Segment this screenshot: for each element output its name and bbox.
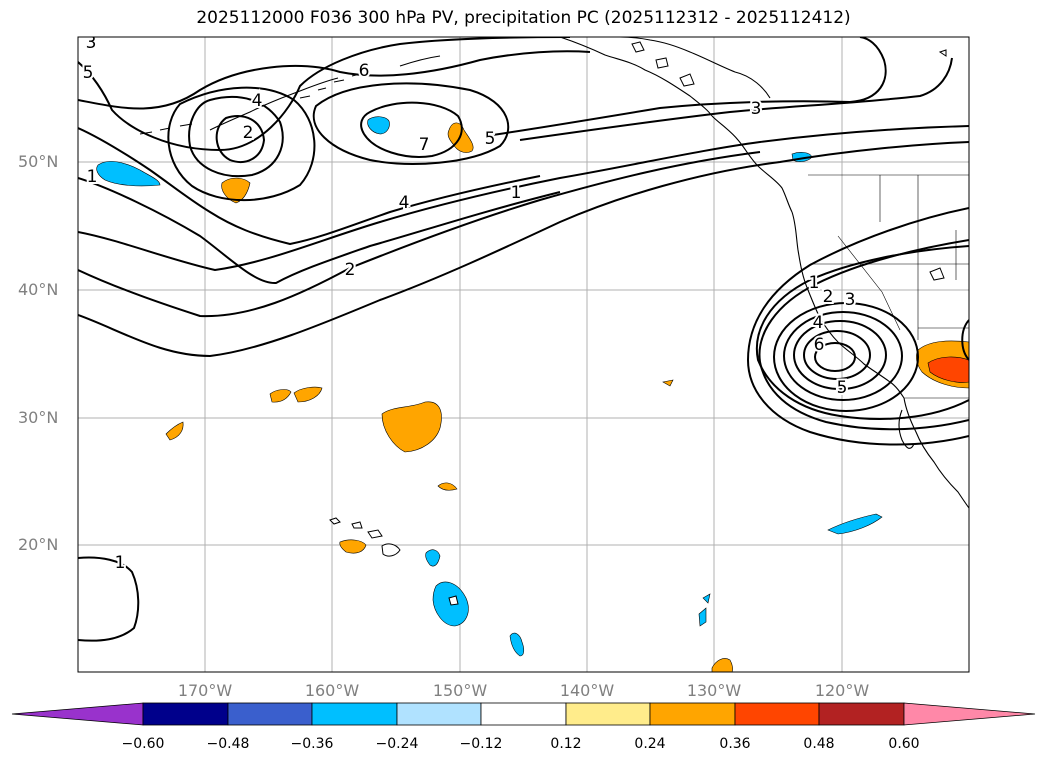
colorbar-segment [311, 702, 398, 726]
lon-tick-label: 130°W [686, 681, 742, 700]
precip-positive-area [96, 161, 161, 187]
pv-contour-9 [167, 86, 316, 202]
precip-areas [96, 116, 969, 672]
colorbar-segment [565, 702, 651, 726]
contour-label: 4 [813, 313, 824, 333]
pv-contour-15 [78, 556, 140, 642]
contour-label: 3 [845, 290, 856, 310]
contour-label: 1 [809, 273, 820, 293]
colorbar-segment [11, 702, 144, 726]
precip-negative-area [269, 389, 292, 403]
pv-contour-6 [78, 37, 571, 152]
precip-negative-area [221, 177, 251, 204]
contour-label: 1 [511, 183, 522, 203]
pv-contour-3 [78, 151, 761, 318]
precip-positive-area [698, 607, 707, 627]
pv-low-contours [746, 207, 969, 446]
contour-label: 5 [83, 63, 94, 83]
precip-negative-area [339, 539, 367, 554]
pv-contour-4 [78, 177, 561, 285]
colorbar-label: −0.60 [121, 736, 165, 752]
pv-contour-11 [360, 101, 463, 158]
precip-negative-area [293, 386, 323, 403]
precip-positive-area [827, 513, 883, 535]
pv-contour-12 [312, 82, 510, 165]
contour-label: 6 [814, 335, 825, 355]
colorbar-label: 0.48 [803, 736, 835, 752]
contour-label: 1 [115, 553, 126, 573]
lon-tick-label: 150°W [432, 681, 488, 700]
contour-label: 1 [87, 167, 98, 187]
colorbar-segment [818, 702, 905, 726]
contour-label: 5 [837, 378, 848, 398]
precip-negative-area [711, 658, 733, 672]
lat-tick-label: 20°N [18, 535, 59, 554]
precip-negative-area [165, 421, 184, 441]
colorbar-segment [649, 702, 736, 726]
lon-tick-label: 170°W [177, 681, 233, 700]
pv-contour-14 [519, 57, 953, 141]
contour-label: 4 [399, 193, 410, 213]
precip-negative-area [437, 482, 458, 491]
map-title: 2025112000 F036 300 hPa PV, precipitatio… [196, 8, 851, 28]
pv-contour-10 [78, 50, 591, 110]
pv-contour-7 [188, 96, 284, 178]
colorbar-label: −0.12 [459, 736, 503, 752]
colorbar-segment [480, 702, 567, 726]
precip-negative-area [381, 401, 442, 453]
colorbar-label: −0.24 [375, 736, 419, 752]
plot-frame [77, 36, 970, 673]
lon-tick-label: 140°W [559, 681, 615, 700]
pv-contours [78, 37, 969, 642]
pv-contour-5 [78, 127, 541, 246]
precip-negative-area [927, 356, 969, 383]
contour-label: 2 [345, 260, 356, 280]
colorbar-segment [396, 702, 482, 726]
contour-label: 3 [86, 33, 97, 53]
contour-label: 2 [823, 287, 834, 307]
plot-area [78, 37, 969, 672]
precip-negative-area [662, 379, 674, 387]
lat-tick-label: 30°N [18, 408, 59, 427]
precip-positive-area [702, 593, 711, 604]
colorbar-label: −0.36 [290, 736, 334, 752]
contour-label: 4 [252, 91, 263, 111]
islands [329, 41, 947, 606]
contour-label: 2 [243, 123, 254, 143]
lon-tick-label: 120°W [814, 681, 870, 700]
lat-tick-label: 50°N [18, 152, 59, 171]
colorbar [11, 702, 1036, 726]
colorbar-label: −0.48 [206, 736, 250, 752]
colorbar-label: 0.60 [888, 736, 920, 752]
colorbar-segment [734, 702, 820, 726]
pv-contour-8 [215, 115, 266, 163]
contour-labels: 3 5 6 4 2 7 5 3 1 4 1 2 1 2 3 4 6 5 1 [81, 33, 858, 575]
colorbar-label: 0.24 [634, 736, 666, 752]
colorbar-segment [903, 702, 1036, 726]
colorbar-label: 0.36 [719, 736, 751, 752]
pv-contour-2 [78, 141, 969, 358]
contour-label: 5 [485, 129, 496, 149]
precip-positive-area [509, 632, 525, 657]
pv-contour-13 [485, 37, 887, 137]
pv-contour-1 [78, 125, 969, 272]
colorbar-label: 0.12 [550, 736, 582, 752]
precip-positive-area [367, 116, 390, 135]
precip-positive-area [425, 549, 441, 567]
lon-tick-label: 160°W [304, 681, 360, 700]
colorbar-segment [142, 702, 229, 726]
lat-tick-label: 40°N [18, 280, 59, 299]
colorbar-segment [227, 702, 313, 726]
contour-label: 3 [751, 99, 762, 119]
contour-label: 7 [419, 135, 430, 155]
contour-label: 6 [359, 61, 370, 81]
